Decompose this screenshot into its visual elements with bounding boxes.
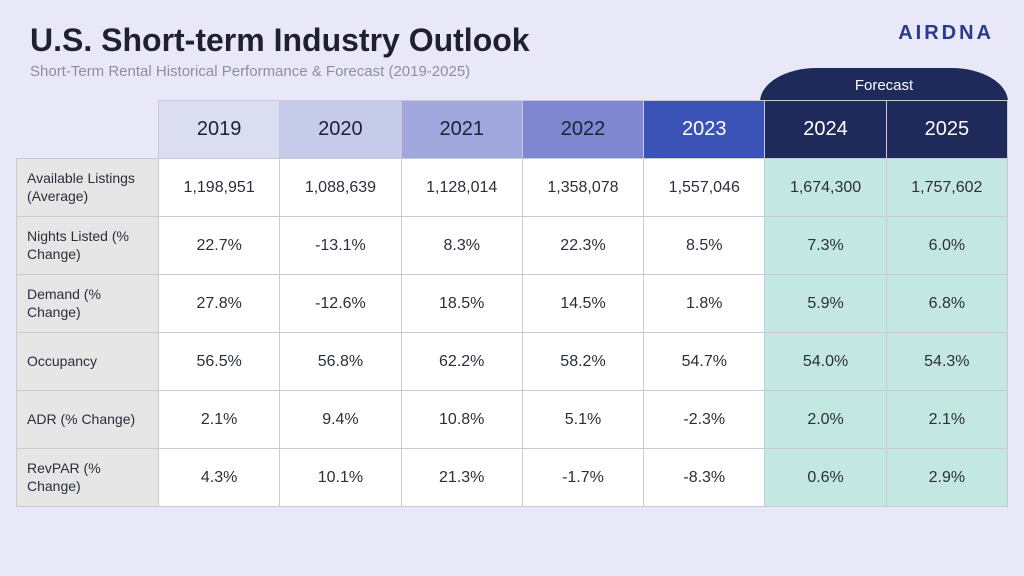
year-header: 2024: [765, 101, 886, 159]
table-cell: 22.3%: [522, 217, 643, 275]
table-cell: 8.3%: [401, 217, 522, 275]
table-cell: 0.6%: [765, 449, 886, 507]
table-cell: 27.8%: [159, 275, 280, 333]
table-cell: -13.1%: [280, 217, 401, 275]
row-header: Demand (% Change): [17, 275, 159, 333]
brand-logo: AIRDNA: [898, 22, 994, 45]
year-header: 2021: [401, 101, 522, 159]
row-header: Available Listings (Average): [17, 159, 159, 217]
table-cell: -12.6%: [280, 275, 401, 333]
table-cell: 21.3%: [401, 449, 522, 507]
table-cell: 10.8%: [401, 391, 522, 449]
year-header: 2023: [644, 101, 765, 159]
table-cell: 18.5%: [401, 275, 522, 333]
table-cell: 2.0%: [765, 391, 886, 449]
table-cell: 5.1%: [522, 391, 643, 449]
table-cell: 62.2%: [401, 333, 522, 391]
table-cell: 6.0%: [886, 217, 1007, 275]
table-cell: 7.3%: [765, 217, 886, 275]
table-cell: 1,128,014: [401, 159, 522, 217]
table-cell: 14.5%: [522, 275, 643, 333]
row-header: Nights Listed (% Change): [17, 217, 159, 275]
table-cell: 5.9%: [765, 275, 886, 333]
year-header: 2020: [280, 101, 401, 159]
table-cell: -2.3%: [644, 391, 765, 449]
table-cell: 1,358,078: [522, 159, 643, 217]
table-cell: 22.7%: [159, 217, 280, 275]
year-header: 2019: [159, 101, 280, 159]
table-cell: 4.3%: [159, 449, 280, 507]
forecast-label: Forecast: [760, 68, 1008, 102]
table-cell: 10.1%: [280, 449, 401, 507]
table-cell: 1.8%: [644, 275, 765, 333]
table-cell: 6.8%: [886, 275, 1007, 333]
table-cell: 56.5%: [159, 333, 280, 391]
table-cell: 1,198,951: [159, 159, 280, 217]
table-cell: 8.5%: [644, 217, 765, 275]
table-cell: -8.3%: [644, 449, 765, 507]
table-cell: 2.1%: [159, 391, 280, 449]
table-cell: 54.7%: [644, 333, 765, 391]
year-header: 2025: [886, 101, 1007, 159]
page-title: U.S. Short-term Industry Outlook: [30, 22, 994, 59]
table-cell: 2.1%: [886, 391, 1007, 449]
row-header: ADR (% Change): [17, 391, 159, 449]
table-cell: 2.9%: [886, 449, 1007, 507]
table-cell: 1,674,300: [765, 159, 886, 217]
table-cell: 9.4%: [280, 391, 401, 449]
year-header: 2022: [522, 101, 643, 159]
table-cell: 56.8%: [280, 333, 401, 391]
table-corner: [17, 101, 159, 159]
table-cell: 54.0%: [765, 333, 886, 391]
row-header: Occupancy: [17, 333, 159, 391]
table-cell: 1,557,046: [644, 159, 765, 217]
table-cell: 54.3%: [886, 333, 1007, 391]
row-header: RevPAR (% Change): [17, 449, 159, 507]
table-cell: 1,757,602: [886, 159, 1007, 217]
outlook-table: 2019202020212022202320242025 Available Li…: [16, 100, 1008, 507]
table-cell: 58.2%: [522, 333, 643, 391]
table-cell: 1,088,639: [280, 159, 401, 217]
table-cell: -1.7%: [522, 449, 643, 507]
